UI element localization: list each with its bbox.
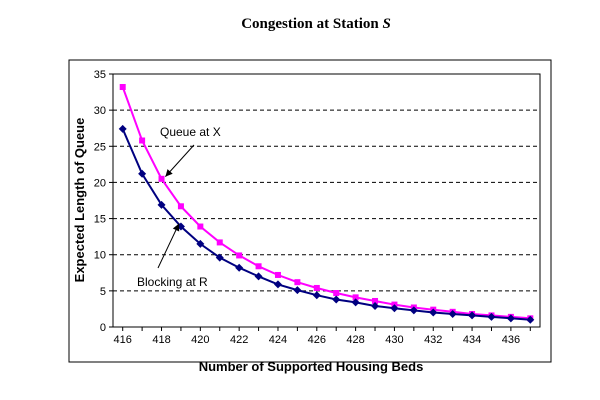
series-queue-point: [274, 271, 281, 278]
series-blocking-point: [506, 314, 515, 323]
x-tick-label: 420: [191, 334, 209, 346]
gridlines: [113, 73, 540, 292]
series-queue-point: [177, 203, 184, 210]
chart-title: Congestion at Station S: [241, 16, 391, 32]
y-tick-label: 20: [94, 177, 106, 189]
y-tick-label: 15: [94, 214, 106, 226]
series-blocking-point: [235, 263, 244, 272]
y-tick-label: 10: [94, 250, 106, 262]
series-blocking-point: [487, 312, 496, 321]
series-blocking-point: [118, 124, 127, 133]
x-tick-label: 428: [346, 334, 364, 346]
series-blocking-point: [351, 298, 360, 307]
y-tick-label: 0: [100, 322, 106, 334]
series-blocking-point: [138, 169, 147, 178]
series-queue-point: [313, 284, 320, 291]
x-axis-label: Number of Supported Housing Beds: [199, 359, 424, 374]
series-blocking-point: [409, 306, 418, 315]
series-queue-point: [236, 252, 243, 259]
y-tick-label: 30: [94, 105, 106, 117]
series-blocking-point: [273, 280, 282, 289]
series-layer: [118, 84, 535, 324]
plot-area: [112, 73, 541, 328]
x-tick-label: 434: [463, 334, 481, 346]
x-tick-label: 426: [308, 334, 326, 346]
y-axis-label: Expected Length of Queue: [72, 118, 87, 283]
series-blocking-point: [526, 315, 535, 324]
series-blocking-point: [254, 272, 263, 281]
series-blocking-point: [196, 239, 205, 248]
x-tick-label: 424: [269, 334, 287, 346]
series-blocking-point: [448, 309, 457, 318]
series-queue-point: [119, 84, 126, 91]
series-queue-point: [197, 223, 204, 230]
annotation-queue-arrow: [165, 144, 195, 177]
y-tick-label: 5: [100, 286, 106, 298]
series-queue-point: [294, 279, 301, 286]
series-queue-point: [158, 175, 165, 182]
chart-frame: [68, 59, 552, 363]
y-axis: 0 5 10 15 20 25 30 35: [94, 69, 113, 334]
annotations: Queue at X Blocking at R: [137, 125, 221, 289]
annotation-blocking-label: Blocking at R: [137, 275, 208, 289]
y-tick-label: 35: [94, 69, 106, 81]
x-tick-label: 430: [385, 334, 403, 346]
x-tick-label: 432: [424, 334, 442, 346]
series-blocking: [118, 124, 535, 324]
series-blocking-point: [293, 286, 302, 295]
series-queue-point: [333, 290, 340, 297]
x-tick-label: 436: [502, 334, 520, 346]
series-blocking-point: [157, 200, 166, 209]
series-queue-point: [255, 263, 262, 270]
series-blocking-line: [121, 128, 531, 321]
series-blocking-point: [312, 291, 321, 300]
chart-title-variable: S: [382, 16, 390, 32]
x-tick-label: 422: [230, 334, 248, 346]
series-queue-line: [121, 86, 531, 320]
series-blocking-point: [468, 311, 477, 320]
series-queue-point: [372, 297, 379, 304]
series-blocking-point: [215, 253, 224, 262]
chart-title-text: Congestion at Station: [241, 16, 379, 32]
series-queue-point: [216, 239, 223, 246]
series-queue-point: [139, 137, 146, 144]
series-queue-point: [352, 294, 359, 301]
series-blocking-point: [429, 308, 438, 317]
y-tick-label: 25: [94, 141, 106, 153]
series-blocking-point: [371, 302, 380, 311]
annotation-queue-label: Queue at X: [160, 125, 221, 139]
x-tick-label: 416: [114, 334, 132, 346]
x-tick-label: 418: [152, 334, 170, 346]
series-blocking-point: [332, 295, 341, 304]
annotation-blocking-arrow: [157, 223, 180, 269]
annotation-arrowhead: [165, 169, 173, 177]
x-axis: 416 418 420 422 424 426 428 430 432 434 436: [114, 327, 531, 346]
annotation-arrowhead: [172, 223, 180, 232]
series-blocking-point: [390, 304, 399, 313]
